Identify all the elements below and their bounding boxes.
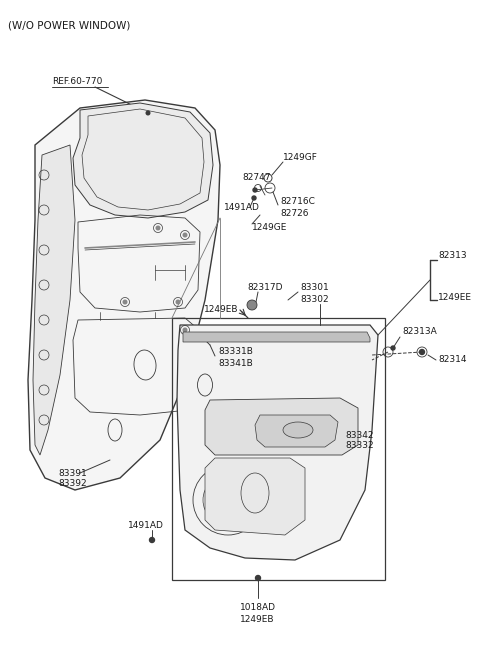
Ellipse shape xyxy=(283,422,313,438)
Text: 83302: 83302 xyxy=(300,295,329,303)
Polygon shape xyxy=(73,103,213,218)
Text: 82314: 82314 xyxy=(438,356,467,364)
Text: 1491AD: 1491AD xyxy=(128,521,164,529)
Text: 83341B: 83341B xyxy=(218,358,253,367)
Text: 83391: 83391 xyxy=(58,468,87,477)
Circle shape xyxy=(149,538,155,542)
Text: 1491AD: 1491AD xyxy=(224,202,260,212)
Circle shape xyxy=(182,233,188,238)
Text: 1249GE: 1249GE xyxy=(252,223,288,233)
Polygon shape xyxy=(177,325,378,560)
Text: 83331B: 83331B xyxy=(218,348,253,356)
Text: 82313: 82313 xyxy=(438,250,467,259)
Circle shape xyxy=(182,328,188,333)
Text: 82317D: 82317D xyxy=(247,284,283,293)
Text: 1249EB: 1249EB xyxy=(240,614,275,624)
Polygon shape xyxy=(33,145,75,455)
Text: REF.60-770: REF.60-770 xyxy=(52,77,102,86)
Circle shape xyxy=(122,299,128,305)
Polygon shape xyxy=(183,332,370,342)
Text: 83342: 83342 xyxy=(345,430,373,440)
Text: 83392: 83392 xyxy=(58,479,86,489)
Text: 83301: 83301 xyxy=(300,284,329,293)
Text: 1249EE: 1249EE xyxy=(438,293,472,303)
Circle shape xyxy=(247,300,257,310)
Text: 1018AD: 1018AD xyxy=(240,603,276,612)
Circle shape xyxy=(255,576,261,580)
Polygon shape xyxy=(205,398,358,455)
Polygon shape xyxy=(255,415,338,447)
Circle shape xyxy=(420,350,424,354)
Text: 1249GF: 1249GF xyxy=(283,153,318,162)
Polygon shape xyxy=(205,458,305,535)
Circle shape xyxy=(252,196,256,200)
Circle shape xyxy=(156,225,160,231)
Text: 83332: 83332 xyxy=(345,441,373,451)
Polygon shape xyxy=(28,100,220,490)
Text: 82313A: 82313A xyxy=(402,328,437,337)
Text: (W/O POWER WINDOW): (W/O POWER WINDOW) xyxy=(8,20,131,30)
Circle shape xyxy=(176,299,180,305)
Circle shape xyxy=(391,346,395,350)
Text: 82747: 82747 xyxy=(242,174,271,183)
Text: 82716C: 82716C xyxy=(280,198,315,206)
Circle shape xyxy=(253,188,257,192)
Circle shape xyxy=(146,111,150,115)
Text: 1249EB: 1249EB xyxy=(204,305,239,314)
Text: 82726: 82726 xyxy=(280,208,309,217)
